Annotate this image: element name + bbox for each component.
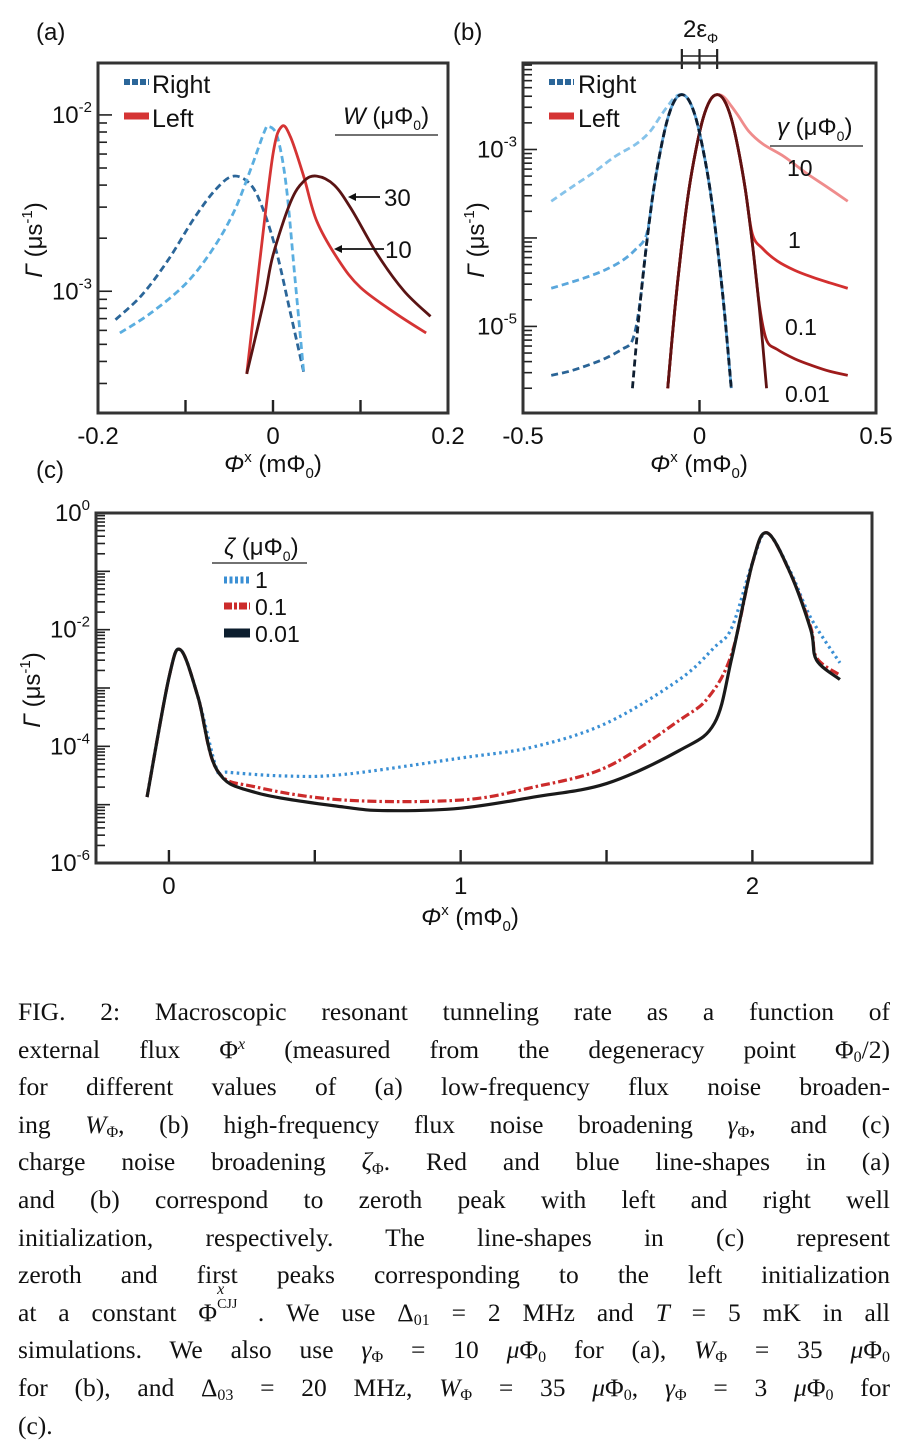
curve-label-gamma-0.01: 0.01 <box>785 381 830 407</box>
svg-text:Γ (μs-1): Γ (μs-1) <box>461 202 490 278</box>
plot-frame <box>521 61 878 415</box>
legend-title-zeta: ζ (μΦ0) <box>224 534 299 564</box>
curve-label-gamma-1: 1 <box>788 227 801 253</box>
x-tick-label: 0.5 <box>859 423 892 450</box>
series-line-right-10 <box>119 124 306 372</box>
arrow-left-icon <box>348 193 356 201</box>
caption-line: FIG. 2: Macroscopic resonant tunneling r… <box>18 997 890 1026</box>
legend-b: Right Left γ (μΦ0) 10 1 0.1 0.01 <box>549 71 863 407</box>
plot-frame <box>96 61 450 415</box>
annotation-2-epsilon: 2εΦ <box>683 16 718 46</box>
x-tick-label: 0 <box>266 423 279 450</box>
y-tick-label: 10-6 <box>50 847 90 877</box>
x-axis-label-b: Φx (mΦ0) <box>650 449 748 482</box>
x-tick-label: 2 <box>746 873 759 900</box>
x-tick-label: 0 <box>693 423 706 450</box>
caption-line: external flux Φx (measured from the dege… <box>18 1034 890 1066</box>
legend-label-right: Right <box>152 71 210 99</box>
x-tick-label: 1 <box>454 873 467 900</box>
svg-text:30: 30 <box>384 185 411 212</box>
figure-2: (a) (b) (c) -0.2 0 0.210-210-3 -0.5 0 0.510-… <box>17 16 893 935</box>
y-tick-label: 10-2 <box>52 99 92 129</box>
legend-title-gamma: γ (μΦ0) <box>777 114 852 144</box>
x-tick-label: -0.5 <box>502 423 543 450</box>
x-tick-label: 0.2 <box>431 423 464 450</box>
x-tick-label: 0 <box>162 873 175 900</box>
panel-label-c: (c) <box>36 457 64 484</box>
x-tick-label: -0.2 <box>77 423 118 450</box>
y-tick-label: 10-3 <box>477 133 517 163</box>
series-line-left-30 <box>245 174 432 375</box>
series-group <box>550 93 849 389</box>
legend-label-zeta-1: 1 <box>255 567 268 593</box>
svg-text:Φx (mΦ0): Φx (mΦ0) <box>650 449 748 482</box>
panel-c-chart: 0 1 2 100 10-2 10-4 10-6 <box>50 497 874 900</box>
panel-a-chart: -0.2 0 0.2 10-2 10-3 <box>52 61 465 450</box>
x-axis-label-a: Φx (mΦ0) <box>224 449 322 482</box>
legend-label-left: Left <box>578 105 620 133</box>
legend-label-left: Left <box>152 105 194 133</box>
series-line-0.1 <box>145 531 841 804</box>
series-line-right-10 <box>550 93 733 389</box>
svg-text:Φx (mΦ0): Φx (mΦ0) <box>224 449 322 482</box>
annotation-w30: 30 <box>348 185 411 212</box>
svg-text:Φx (mΦ0): Φx (mΦ0) <box>421 902 519 935</box>
y-axis-label-a: Γ (μs-1) <box>19 202 48 278</box>
series-line-left-0.01 <box>666 93 768 389</box>
curve-label-gamma-10: 10 <box>787 155 813 181</box>
y-tick-label: 10-5 <box>477 310 517 340</box>
svg-text:Γ (μs-1): Γ (μs-1) <box>17 652 46 728</box>
legend-label-zeta-0.01: 0.01 <box>255 621 300 647</box>
series-line-0.01 <box>145 531 841 813</box>
y-tick-label: 10-2 <box>50 614 90 644</box>
legend-a: Right Left W (μΦ0) <box>124 71 438 136</box>
caption-line: for different values of (a) low-frequenc… <box>18 1072 890 1102</box>
caption-line: charge noise broadening ζΦ. Red and blue… <box>18 1147 890 1179</box>
figure-caption: FIG. 2: Macroscopic resonant tunneling r… <box>18 993 890 1444</box>
y-tick-label: 100 <box>55 497 90 527</box>
series-group <box>145 531 842 813</box>
caption-line: simulations. We also use γΦ = 10 μΦ0 for… <box>18 1335 890 1367</box>
panel-label-a: (a) <box>36 19 65 46</box>
panel-label-b: (b) <box>453 19 482 46</box>
legend-c: ζ (μΦ0) 1 0.1 0.01 <box>212 534 307 647</box>
series-line-left-10 <box>245 124 427 375</box>
caption-line: ing WΦ, (b) high-frequency flux noise br… <box>18 1109 890 1141</box>
svg-text:10: 10 <box>385 237 412 264</box>
y-tick-label: 10-3 <box>52 275 92 305</box>
legend-title-w: W (μΦ0) <box>343 103 429 133</box>
svg-text:Γ (μs-1): Γ (μs-1) <box>19 202 48 278</box>
y-axis-label-c: Γ (μs-1) <box>17 652 46 728</box>
panel-b-chart: -0.5 0 0.5 10-3 10-5 <box>477 49 893 450</box>
plot-frame <box>94 511 874 865</box>
series-group <box>114 124 432 375</box>
caption-line: and (b) correspond to zeroth peak with l… <box>18 1184 890 1214</box>
arrow-left-icon <box>334 245 342 253</box>
curve-label-gamma-0.1: 0.1 <box>785 314 817 340</box>
caption-line: (c). <box>18 1410 53 1440</box>
y-axis-label-b: Γ (μs-1) <box>461 202 490 278</box>
svg-text:2εΦ: 2εΦ <box>683 16 718 46</box>
series-line-right-1 <box>550 93 733 389</box>
series-line-right-30 <box>114 174 305 372</box>
caption-line: for (b), and Δ03 = 20 MHz, WΦ = 35 μΦ0, … <box>18 1372 891 1404</box>
series-line-right-0.1 <box>550 93 733 389</box>
annotation-w10: 10 <box>334 237 412 264</box>
series-line-1 <box>145 531 842 798</box>
caption-line: zeroth and first peaks corresponding to … <box>18 1260 890 1290</box>
caption-line: initialization, respectively. The line-s… <box>18 1222 890 1252</box>
legend-label-zeta-0.1: 0.1 <box>255 594 287 620</box>
legend-label-right: Right <box>578 71 636 99</box>
series-line-right-0.01 <box>631 93 733 389</box>
x-axis-label-c: Φx (mΦ0) <box>421 902 519 935</box>
y-tick-label: 10-4 <box>50 730 90 760</box>
